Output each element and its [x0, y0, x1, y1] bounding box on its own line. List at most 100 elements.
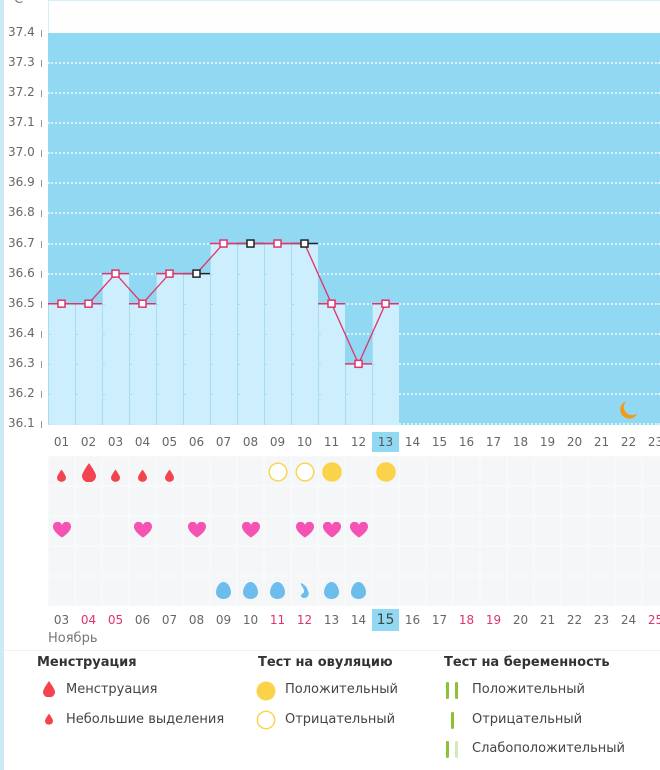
symptom-cell[interactable]	[373, 547, 398, 575]
symptom-cell[interactable]	[616, 547, 641, 575]
egg-white-discharge-icon[interactable]	[270, 581, 285, 599]
temperature-bar[interactable]	[156, 273, 183, 425]
egg-white-discharge-icon[interactable]	[351, 581, 366, 599]
cycle-day-label[interactable]: 18	[512, 435, 529, 449]
symptom-cell[interactable]	[49, 547, 74, 575]
symptom-cell[interactable]	[130, 547, 155, 575]
watery-discharge-icon[interactable]	[298, 582, 311, 599]
symptom-cell[interactable]	[103, 517, 128, 545]
symptom-cell[interactable]	[589, 577, 614, 605]
symptom-cell[interactable]	[211, 457, 236, 485]
symptom-cell[interactable]	[427, 577, 452, 605]
symptom-cell[interactable]	[157, 517, 182, 545]
calendar-date-label[interactable]: 24	[620, 613, 637, 627]
symptom-cell[interactable]	[589, 487, 614, 515]
calendar-date-label[interactable]: 11	[269, 613, 286, 627]
cycle-day-label[interactable]: 11	[323, 435, 340, 449]
symptom-cell[interactable]	[643, 487, 660, 515]
calendar-date-label[interactable]: 04	[80, 613, 97, 627]
temperature-bar[interactable]	[237, 243, 264, 425]
symptom-cell[interactable]	[265, 547, 290, 575]
calendar-date-label[interactable]: 05	[107, 613, 124, 627]
symptom-cell[interactable]	[346, 457, 371, 485]
cycle-day-label[interactable]: 10	[296, 435, 313, 449]
symptom-cell[interactable]	[535, 547, 560, 575]
cycle-day-label[interactable]: 04	[134, 435, 151, 449]
symptom-cell[interactable]	[562, 517, 587, 545]
symptom-cell[interactable]	[589, 547, 614, 575]
symptom-cell[interactable]	[76, 487, 101, 515]
symptom-cell[interactable]	[454, 517, 479, 545]
temperature-point[interactable]	[165, 269, 174, 278]
heart-icon[interactable]	[187, 521, 206, 538]
symptom-cell[interactable]	[265, 517, 290, 545]
symptom-cell[interactable]	[400, 577, 425, 605]
symptom-cell[interactable]	[643, 457, 660, 485]
symptom-cell[interactable]	[643, 577, 660, 605]
symptom-cell[interactable]	[184, 457, 209, 485]
blood-drop-small-icon[interactable]	[138, 467, 147, 482]
symptom-cell[interactable]	[427, 547, 452, 575]
symptom-cell[interactable]	[211, 487, 236, 515]
symptom-cell[interactable]	[265, 487, 290, 515]
symptom-cell[interactable]	[373, 487, 398, 515]
blood-drop-small-icon[interactable]	[57, 467, 66, 482]
heart-icon[interactable]	[241, 521, 260, 538]
symptom-cell[interactable]	[76, 547, 101, 575]
symptom-cell[interactable]	[427, 457, 452, 485]
symptom-cell[interactable]	[157, 487, 182, 515]
cycle-day-label[interactable]: 19	[539, 435, 556, 449]
temperature-point[interactable]	[57, 299, 66, 308]
symptom-cell[interactable]	[76, 577, 101, 605]
calendar-date-label[interactable]: 07	[161, 613, 178, 627]
calendar-date-label[interactable]: 18	[458, 613, 475, 627]
temperature-point[interactable]	[381, 299, 390, 308]
ovulation-positive-icon[interactable]	[375, 462, 396, 482]
cycle-day-label[interactable]: 13	[372, 432, 399, 452]
egg-white-discharge-icon[interactable]	[243, 581, 258, 599]
symptom-cell[interactable]	[238, 487, 263, 515]
symptom-cell[interactable]	[157, 577, 182, 605]
symptom-cell[interactable]	[211, 547, 236, 575]
calendar-date-label[interactable]: 12	[296, 613, 313, 627]
calendar-date-label[interactable]: 23	[593, 613, 610, 627]
symptom-cell[interactable]	[535, 517, 560, 545]
temperature-bar[interactable]	[102, 273, 129, 425]
cycle-day-label[interactable]: 16	[458, 435, 475, 449]
cycle-day-label[interactable]: 17	[485, 435, 502, 449]
symptom-cell[interactable]	[454, 457, 479, 485]
calendar-date-label[interactable]: 13	[323, 613, 340, 627]
symptom-cell[interactable]	[184, 487, 209, 515]
symptom-cell[interactable]	[454, 547, 479, 575]
ovulation-negative-icon[interactable]	[294, 462, 315, 482]
heart-icon[interactable]	[322, 521, 341, 538]
cycle-day-label[interactable]: 01	[53, 435, 70, 449]
temperature-bar[interactable]	[291, 243, 318, 425]
temperature-point[interactable]	[273, 239, 282, 248]
symptom-cell[interactable]	[643, 517, 660, 545]
cycle-day-label[interactable]: 20	[566, 435, 583, 449]
symptom-cell[interactable]	[103, 577, 128, 605]
symptom-cell[interactable]	[49, 577, 74, 605]
calendar-date-label[interactable]: 14	[350, 613, 367, 627]
blood-drop-small-icon[interactable]	[165, 467, 174, 482]
calendar-date-label[interactable]: 16	[404, 613, 421, 627]
symptom-cell[interactable]	[427, 487, 452, 515]
cycle-day-label[interactable]: 05	[161, 435, 178, 449]
symptom-cell[interactable]	[400, 457, 425, 485]
temperature-point[interactable]	[300, 239, 309, 248]
calendar-date-label[interactable]: 19	[485, 613, 502, 627]
temperature-bar[interactable]	[264, 243, 291, 425]
symptom-cell[interactable]	[562, 457, 587, 485]
heart-icon[interactable]	[133, 521, 152, 538]
symptom-cell[interactable]	[292, 547, 317, 575]
ovulation-negative-icon[interactable]	[267, 462, 288, 482]
symptom-cell[interactable]	[292, 487, 317, 515]
temperature-point[interactable]	[327, 299, 336, 308]
temperature-bar[interactable]	[345, 363, 372, 425]
symptom-cell[interactable]	[238, 547, 263, 575]
symptom-cell[interactable]	[481, 487, 506, 515]
symptom-cell[interactable]	[508, 577, 533, 605]
calendar-date-label[interactable]: 15	[372, 609, 399, 631]
symptom-cell[interactable]	[481, 517, 506, 545]
